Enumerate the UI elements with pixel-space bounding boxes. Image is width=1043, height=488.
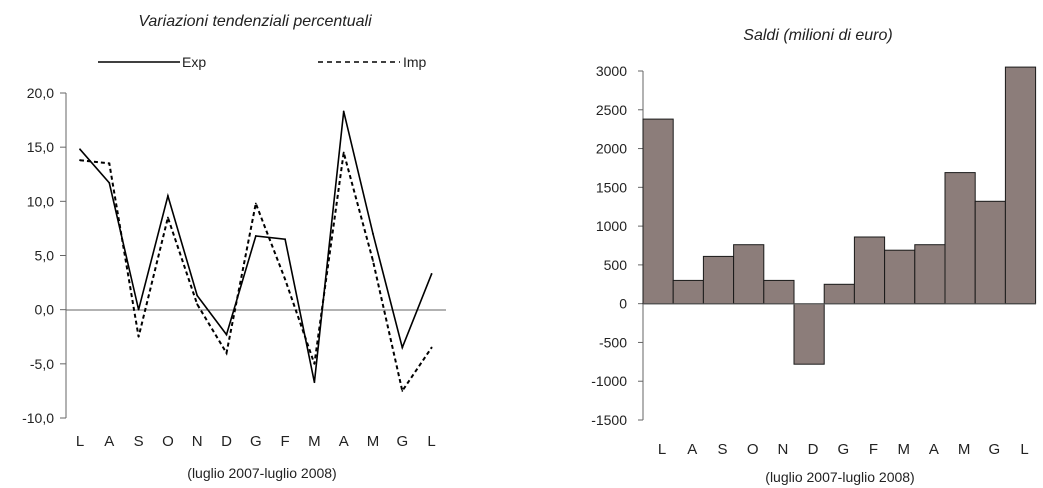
bar: [702, 255, 735, 305]
bar: [974, 200, 1006, 305]
legend-imp-label: Imp: [403, 54, 427, 70]
line-category-label: N: [192, 433, 203, 450]
bar-ytick-label: -1500: [591, 412, 627, 428]
bar-category-label: D: [808, 441, 819, 458]
bar: [914, 244, 946, 305]
bar: [642, 118, 674, 305]
bar-category-label: G: [837, 441, 849, 458]
bar: [733, 244, 765, 305]
bar-ytick-label: 3000: [596, 63, 627, 79]
data-point-exp: [401, 346, 404, 349]
bar-ytick-label: 2000: [596, 141, 627, 157]
bar-category-label: F: [869, 441, 878, 458]
line-category-label: O: [162, 433, 174, 450]
bar-category-label: O: [747, 441, 759, 458]
line-category-label: A: [104, 433, 114, 450]
bar-ytick-label: 0: [619, 296, 627, 312]
bar-ytick-label: 1000: [596, 218, 627, 234]
bar-chart-title: Saldi (milioni di euro): [743, 27, 892, 44]
bar-category-label: S: [717, 441, 727, 458]
line-ytick-label: 20,0: [27, 85, 54, 101]
data-point-imp: [79, 159, 81, 162]
bar: [823, 283, 855, 305]
line-ytick-label: 10,0: [27, 193, 54, 209]
bar: [853, 236, 886, 305]
bar-chart-xlabel: (luglio 2007-luglio 2008): [765, 469, 914, 485]
data-point-exp: [372, 232, 374, 235]
data-point-exp: [167, 195, 169, 197]
data-point-imp: [254, 202, 257, 205]
bar-category-label: G: [988, 441, 1000, 458]
bar-category-label: L: [658, 441, 666, 458]
line-category-label: G: [250, 433, 262, 450]
data-point-exp: [79, 148, 81, 151]
bar-ytick-label: 500: [604, 257, 628, 273]
series-line-exp: [79, 111, 433, 383]
data-point-imp: [430, 346, 433, 349]
data-point-exp: [108, 182, 111, 184]
line-category-label: D: [221, 433, 232, 450]
bar: [672, 279, 704, 305]
line-ytick-label: 5,0: [35, 248, 55, 264]
bar-ytick-label: 2500: [596, 102, 627, 118]
data-point-exp: [313, 381, 316, 384]
line-ytick-label: -10,0: [22, 410, 54, 426]
line-category-label: F: [281, 433, 290, 450]
bar: [884, 249, 916, 305]
data-point-imp: [401, 390, 404, 392]
line-ytick-label: -5,0: [30, 356, 54, 372]
data-point-imp: [108, 162, 111, 165]
bar-category-label: L: [1020, 441, 1028, 458]
line-chart-title: Variazioni tendenziali percentuali: [138, 13, 372, 30]
line-category-label: L: [427, 433, 435, 450]
data-point-imp: [167, 216, 169, 219]
data-point-imp: [196, 303, 199, 306]
data-point-exp: [284, 238, 286, 241]
data-point-imp: [342, 151, 345, 154]
bar-category-label: A: [687, 441, 697, 458]
data-point-exp: [254, 235, 257, 237]
bar: [763, 279, 795, 305]
bar-chart: Saldi (milioni di euro) 3000 2500 2000 1500…: [591, 27, 1037, 485]
line-category-label: A: [339, 433, 349, 450]
data-point-exp: [137, 308, 140, 311]
line-ytick-label: 15,0: [27, 139, 54, 155]
data-point-imp: [372, 260, 374, 262]
bar-category-label: M: [897, 441, 910, 458]
line-chart-xlabel: (luglio 2007-luglio 2008): [187, 465, 336, 481]
data-point-exp: [342, 110, 345, 113]
line-category-label: G: [396, 433, 408, 450]
data-point-exp: [196, 294, 199, 297]
bar-category-label: M: [958, 441, 971, 458]
bar-category-label: A: [929, 441, 939, 458]
data-point-imp: [313, 362, 316, 365]
data-point-exp: [430, 273, 433, 275]
bar-ytick-label: -1000: [591, 373, 627, 389]
line-category-label: M: [367, 433, 380, 450]
data-point-exp: [225, 333, 228, 336]
bar: [793, 303, 825, 365]
data-point-imp: [137, 335, 140, 338]
line-ytick-label: 0,0: [35, 302, 55, 318]
bar-ytick-label: 1500: [596, 179, 627, 195]
line-chart: Variazioni tendenziali percentuali Exp I…: [22, 13, 446, 481]
data-point-imp: [284, 278, 286, 281]
series-line-imp: [79, 152, 433, 394]
bar-ytick-label: -500: [599, 334, 627, 350]
bar-category-label: N: [777, 441, 788, 458]
bar: [944, 172, 976, 305]
line-category-label: L: [76, 433, 84, 450]
line-category-label: M: [308, 433, 321, 450]
line-category-label: S: [134, 433, 144, 450]
data-point-imp: [225, 352, 228, 354]
bar: [1004, 66, 1037, 305]
legend-exp-label: Exp: [182, 54, 206, 70]
